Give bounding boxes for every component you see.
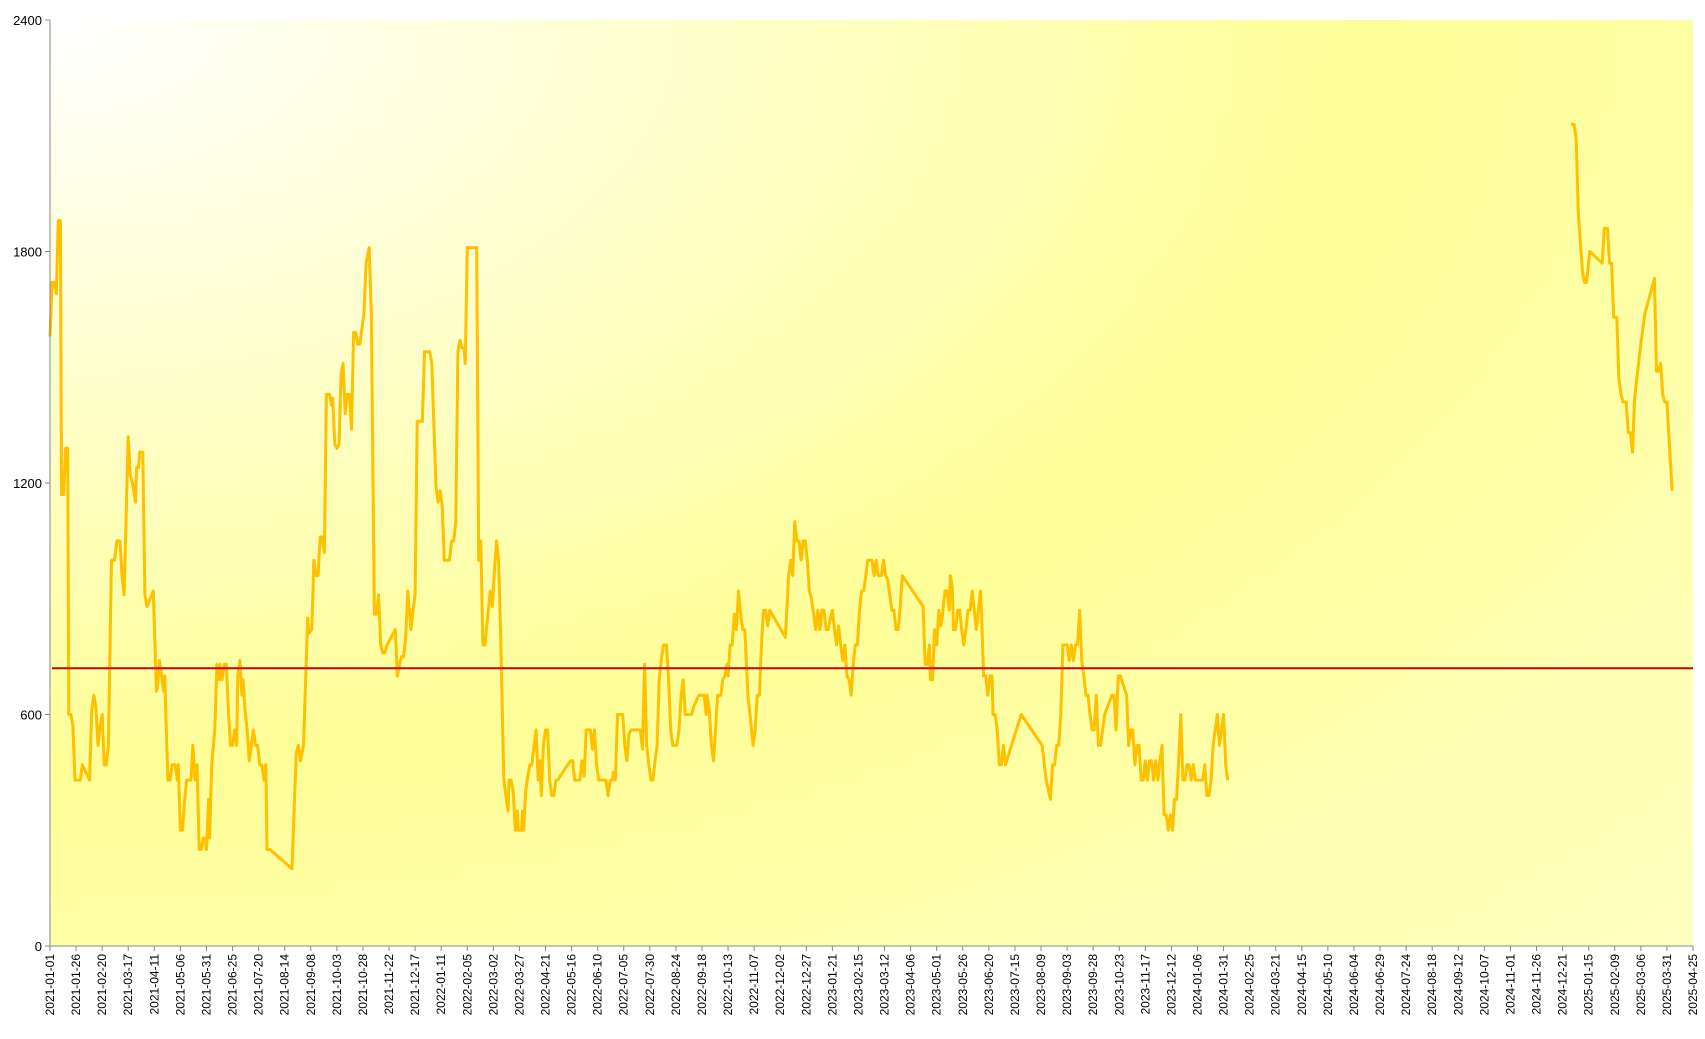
x-tick-label: 2023-09-03: [1060, 954, 1074, 1016]
x-tick-label: 2023-05-01: [930, 954, 944, 1016]
x-tick-label: 2024-09-12: [1451, 954, 1465, 1016]
x-tick-label: 2021-09-08: [304, 954, 318, 1016]
x-tick-label: 2023-07-15: [1008, 954, 1022, 1016]
x-tick-label: 2023-08-09: [1034, 954, 1048, 1016]
series-line-segment: [48, 219, 1230, 871]
y-tick-label: 1200: [13, 476, 42, 491]
x-tick-label: 2021-05-31: [200, 954, 214, 1016]
y-tick-label: 2400: [13, 13, 42, 28]
x-tick-label: 2022-06-10: [591, 954, 605, 1016]
x-tick-label: 2025-03-31: [1660, 954, 1674, 1016]
x-tick-label: 2021-03-17: [121, 954, 135, 1016]
x-tick-label: 2023-05-26: [956, 954, 970, 1016]
x-tick-label: 2022-03-02: [486, 954, 500, 1016]
x-tick-label: 2024-04-15: [1295, 954, 1309, 1016]
x-tick-label: 2022-02-05: [460, 954, 474, 1016]
x-tick-label: 2021-10-28: [356, 954, 370, 1016]
x-tick-label: 2024-01-31: [1217, 954, 1231, 1016]
x-tick-label: 2023-02-15: [852, 954, 866, 1016]
x-tick-label: 2024-01-06: [1191, 954, 1205, 1016]
x-tick-label: 2025-02-09: [1608, 954, 1622, 1016]
x-tick-label: 2022-03-27: [512, 954, 526, 1016]
x-tick-label: 2021-10-03: [330, 954, 344, 1016]
x-tick-label: 2022-12-02: [773, 954, 787, 1016]
x-tick-label: 2024-06-29: [1373, 954, 1387, 1016]
x-tick-label: 2024-02-25: [1243, 954, 1257, 1016]
x-tick-label: 2024-12-21: [1556, 954, 1570, 1016]
x-tick-label: 2022-09-18: [695, 954, 709, 1016]
x-tick-label: 2023-03-12: [878, 954, 892, 1016]
x-tick-label: 2021-01-26: [69, 954, 83, 1016]
plot-area: [50, 20, 1693, 946]
y-tick-label: 0: [35, 939, 42, 954]
x-tick-label: 2024-03-21: [1269, 954, 1283, 1016]
axis-layer: 0 600 1200 1800 2400 2021-01-01 2021-01-26 2021…: [13, 13, 1700, 1015]
x-tick-label: 2021-04-11: [147, 954, 161, 1015]
x-tick-label: 2021-01-01: [43, 954, 57, 1016]
x-tick-label: 2025-01-15: [1582, 954, 1596, 1016]
x-tick-label: 2022-05-16: [565, 954, 579, 1016]
x-tick-label: 2024-07-24: [1399, 954, 1413, 1016]
x-tick-label: 2024-08-18: [1425, 954, 1439, 1016]
x-tick-label: 2023-01-21: [825, 954, 839, 1016]
y-tick-label: 600: [20, 708, 42, 723]
x-tick-label: 2023-10-23: [1112, 954, 1126, 1016]
x-tick-label: 2023-11-17: [1138, 954, 1152, 1015]
x-tick-label: 2021-02-20: [95, 954, 109, 1016]
x-tick-label: 2022-11-07: [747, 954, 761, 1015]
x-tick-label: 2022-08-24: [669, 954, 683, 1016]
x-tick-label: 2024-11-26: [1530, 954, 1544, 1015]
x-tick-label: 2023-06-20: [982, 954, 996, 1016]
x-tick-label: 2021-05-06: [173, 954, 187, 1016]
x-tick-label: 2021-11-22: [382, 954, 396, 1015]
x-tick-label: 2023-04-06: [904, 954, 918, 1016]
x-tick-label: 2023-09-28: [1086, 954, 1100, 1016]
x-tick-label: 2022-12-27: [799, 954, 813, 1016]
x-tick-label: 2022-01-11: [434, 954, 448, 1015]
x-tick-label: 2024-06-04: [1347, 954, 1361, 1016]
x-tick-label: 2022-10-13: [721, 954, 735, 1016]
x-tick-label: 2022-07-30: [643, 954, 657, 1016]
x-tick-label: 2021-12-17: [408, 954, 422, 1016]
x-tick-label: 2025-03-06: [1634, 954, 1648, 1016]
x-tick-label: 2021-08-14: [278, 954, 292, 1016]
series-line-segment: [1570, 122, 1674, 491]
x-tick-label: 2024-11-01: [1503, 954, 1517, 1015]
x-tick-label: 2022-07-05: [617, 954, 631, 1016]
x-tick-label: 2025-04-25: [1686, 954, 1700, 1016]
series-layer: [48, 122, 1674, 871]
x-tick-label: 2022-04-21: [539, 954, 553, 1016]
x-tick-label: 2021-07-20: [252, 954, 266, 1016]
x-tick-label: 2021-06-25: [226, 954, 240, 1016]
x-tick-label: 2024-10-07: [1477, 954, 1491, 1016]
x-tick-label: 2023-12-12: [1164, 954, 1178, 1016]
y-tick-label: 1800: [13, 245, 42, 260]
x-tick-label: 2024-05-10: [1321, 954, 1335, 1016]
